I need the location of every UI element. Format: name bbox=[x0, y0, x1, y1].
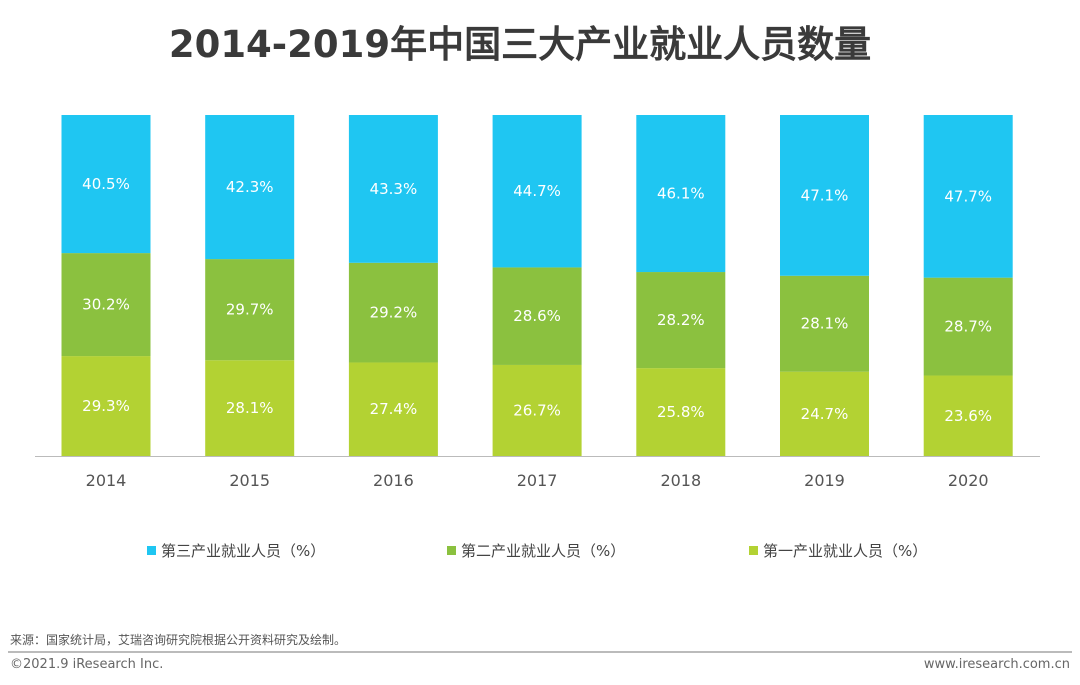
x-tick-label: 2020 bbox=[948, 471, 989, 490]
data-label: 29.7% bbox=[226, 301, 274, 319]
data-label: 28.6% bbox=[513, 307, 561, 325]
legend-swatch bbox=[147, 546, 156, 555]
data-label: 47.7% bbox=[944, 187, 992, 205]
bar-segment bbox=[636, 272, 726, 369]
data-label: 42.3% bbox=[226, 178, 274, 196]
data-label: 44.7% bbox=[513, 182, 561, 200]
data-label: 24.7% bbox=[801, 405, 849, 423]
bar-segment bbox=[923, 115, 1013, 278]
website-link[interactable]: www.iresearch.com.cn bbox=[923, 657, 1070, 672]
bar-segment bbox=[61, 356, 151, 456]
source-note: 来源：国家统计局，艾瑞咨询研究院根据公开资料研究及绘制。 bbox=[10, 633, 347, 647]
data-label: 29.2% bbox=[370, 304, 418, 322]
legend: 第三产业就业人员（%） 第二产业就业人员（%） 第一产业就业人员（%） bbox=[0, 540, 1080, 562]
bar-segment bbox=[780, 275, 869, 372]
bar-segment bbox=[492, 364, 582, 456]
legend-label: 第二产业就业人员（%） bbox=[461, 542, 626, 560]
legend-item-tertiary: 第三产业就业人员（%） bbox=[147, 540, 325, 561]
data-label: 47.1% bbox=[801, 186, 849, 204]
data-label: 29.3% bbox=[82, 397, 130, 415]
bar-segment bbox=[923, 277, 1013, 376]
x-tick-label: 2019 bbox=[804, 471, 845, 490]
bar-segment bbox=[61, 115, 151, 254]
data-label: 28.2% bbox=[657, 311, 705, 329]
x-tick-label: 2015 bbox=[229, 471, 270, 490]
bar-segment bbox=[923, 375, 1013, 456]
legend-swatch bbox=[749, 546, 758, 555]
x-tick-label: 2018 bbox=[660, 471, 701, 490]
bar-segment bbox=[780, 115, 869, 276]
data-label: 40.5% bbox=[82, 175, 130, 193]
bar-segment bbox=[348, 262, 438, 363]
bar-segment bbox=[636, 368, 726, 456]
data-label: 23.6% bbox=[944, 407, 992, 425]
x-tick-label: 2017 bbox=[517, 471, 558, 490]
data-label: 25.8% bbox=[657, 403, 705, 421]
data-label: 27.4% bbox=[370, 400, 418, 418]
bar-segment bbox=[205, 360, 295, 456]
x-tick-label: 2016 bbox=[373, 471, 414, 490]
bar-segment bbox=[348, 362, 438, 456]
x-tick-label: 2014 bbox=[86, 471, 127, 490]
chart-title: 2014-2019年中国三大产业就业人员数量 bbox=[168, 23, 872, 66]
footer-divider bbox=[8, 651, 1072, 653]
bar-segment bbox=[348, 115, 438, 263]
data-label: 46.1% bbox=[657, 185, 705, 203]
legend-swatch bbox=[447, 546, 456, 555]
legend-label: 第一产业就业人员（%） bbox=[763, 542, 928, 560]
data-label: 28.7% bbox=[944, 318, 992, 336]
bar-segment bbox=[636, 115, 726, 273]
stacked-bar-chart: 29.3% 30.2% 40.5% 2014 28.1% 29.7% 42.3% 2015 27… bbox=[35, 115, 1040, 490]
bar-segment bbox=[61, 253, 151, 357]
data-label: 43.3% bbox=[370, 180, 418, 198]
legend-item-primary: 第一产业就业人员（%） bbox=[749, 540, 927, 561]
legend-label: 第三产业就业人员（%） bbox=[161, 542, 326, 560]
data-label: 30.2% bbox=[82, 296, 130, 314]
legend-item-secondary: 第二产业就业人员（%） bbox=[447, 540, 625, 561]
bar-segment bbox=[205, 115, 295, 260]
data-label: 26.7% bbox=[513, 401, 561, 419]
bar-segment bbox=[780, 371, 869, 456]
bar-segment bbox=[492, 115, 582, 268]
bar-segment bbox=[205, 259, 295, 361]
copyright: ©2021.9 iResearch Inc. bbox=[10, 657, 164, 672]
bar-segment bbox=[492, 267, 582, 365]
data-label: 28.1% bbox=[801, 315, 849, 333]
data-label: 28.1% bbox=[226, 399, 274, 417]
